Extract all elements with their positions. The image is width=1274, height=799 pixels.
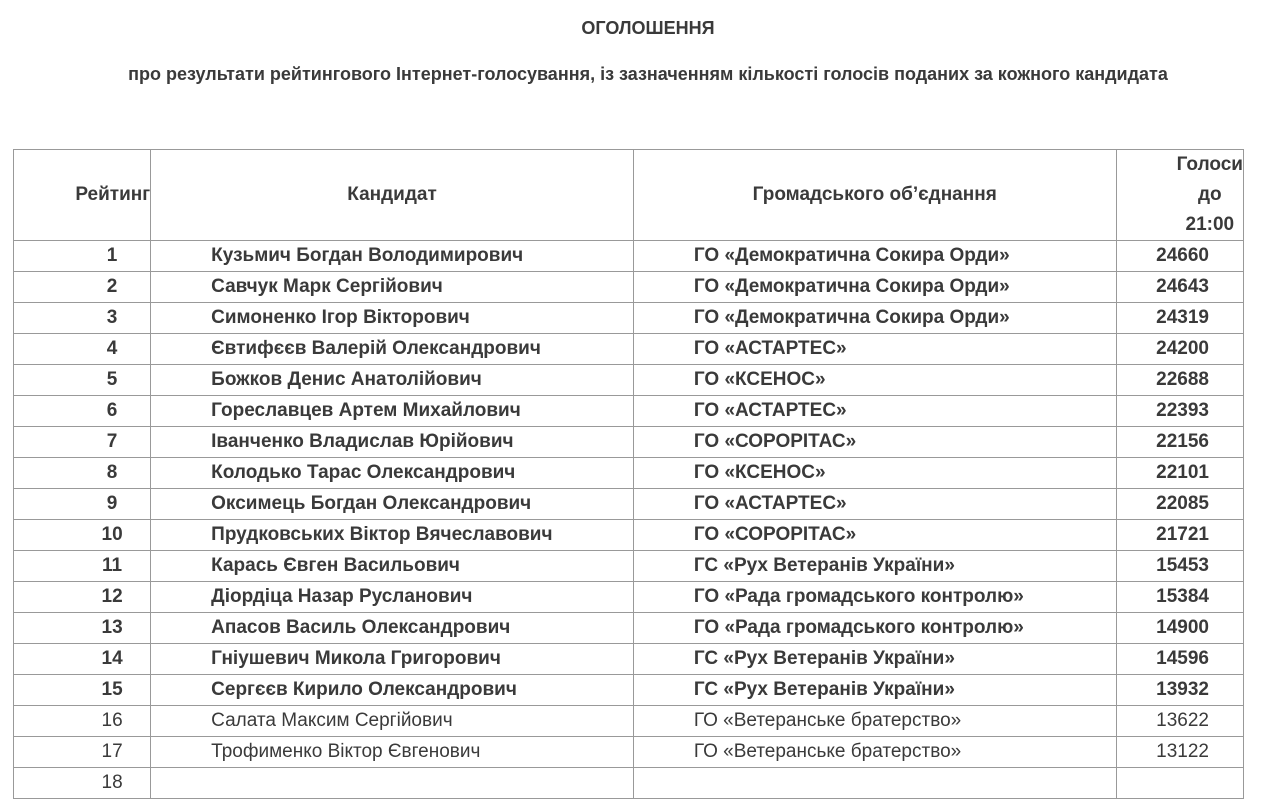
candidate-cell — [150, 767, 634, 799]
table-row: 3 Симоненко Ігор Вікторович ГО «Демократич… — [12, 302, 1245, 334]
candidate-cell: Симоненко Ігор Вікторович — [150, 302, 634, 334]
table-row: 6 Гореславцев Артем Михайлович ГО «АСТАРТЕ… — [12, 395, 1245, 427]
table-row: 11 Карась Євген Васильович ГС «Рух Ветеран… — [12, 550, 1245, 582]
candidate-cell: Божков Денис Анатолійович — [150, 364, 634, 396]
candidate-cell: Діордіца Назар Русланович — [150, 581, 634, 613]
table-row: 1 Кузьмич Богдан Володимирович ГО «Демокра… — [12, 240, 1245, 272]
organization-cell: ГО «СОРОРІТАС» — [632, 519, 1117, 551]
rank-cell: 15 — [12, 674, 152, 706]
results-table: Рейтинг Кандидат Громадського об’єднання… — [12, 149, 1245, 799]
candidate-cell: Кузьмич Богдан Володимирович — [150, 240, 634, 272]
votes-cell: 24660 — [1115, 240, 1245, 272]
header-votes: Голоси до 21:00 — [1115, 149, 1245, 241]
table-header-row: Рейтинг Кандидат Громадського об’єднання… — [12, 149, 1245, 241]
rank-cell: 17 — [12, 736, 152, 768]
organization-cell: ГО «КСЕНОС» — [632, 364, 1117, 396]
rank-cell: 3 — [12, 302, 152, 334]
candidate-cell: Оксимець Богдан Олександрович — [150, 488, 634, 520]
votes-cell: 13622 — [1115, 705, 1245, 737]
votes-cell: 13122 — [1115, 736, 1245, 768]
votes-cell: 22688 — [1115, 364, 1245, 396]
votes-cell: 24319 — [1115, 302, 1245, 334]
rank-cell: 10 — [12, 519, 152, 551]
table-row: 5 Божков Денис Анатолійович ГО «КСЕНОС» 226… — [12, 364, 1245, 396]
votes-cell — [1115, 767, 1245, 799]
candidate-cell: Сергєєв Кирило Олександрович — [150, 674, 634, 706]
candidate-cell: Прудковських Віктор Вячеславович — [150, 519, 634, 551]
rank-cell: 12 — [12, 581, 152, 613]
votes-cell: 22085 — [1115, 488, 1245, 520]
table-row: 4 Євтифєєв Валерій Олександрович ГО «АСТАР… — [12, 333, 1245, 365]
candidate-cell: Салата Максим Сергійович — [150, 705, 634, 737]
table-row: 15 Сергєєв Кирило Олександрович ГС «Рух Ве… — [12, 674, 1245, 706]
table-row: 8 Колодько Тарас Олександрович ГО «КСЕНОС»… — [12, 457, 1245, 489]
rank-cell: 13 — [12, 612, 152, 644]
votes-cell: 14900 — [1115, 612, 1245, 644]
organization-cell — [632, 767, 1117, 799]
organization-cell: ГО «Ветеранське братерство» — [632, 705, 1117, 737]
page-subtitle: про результати рейтингового Інтернет-гол… — [128, 64, 1168, 84]
organization-cell: ГС «Рух Ветеранів України» — [632, 643, 1117, 675]
organization-cell: ГО «Демократична Сокира Орди» — [632, 271, 1117, 303]
organization-cell: ГО «Рада громадського контролю» — [632, 581, 1117, 613]
table-row: 14 Гніушевич Микола Григорович ГС «Рух Вет… — [12, 643, 1245, 675]
table-row: 9 Оксимець Богдан Олександрович ГО «АСТАРТ… — [12, 488, 1245, 520]
organization-cell: ГС «Рух Ветеранів України» — [632, 674, 1117, 706]
table-row: 16 Салата Максим Сергійович ГО «Ветеранськ… — [12, 705, 1245, 737]
votes-cell: 13932 — [1115, 674, 1245, 706]
candidate-cell: Карась Євген Васильович — [150, 550, 634, 582]
candidate-cell: Гореславцев Артем Михайлович — [150, 395, 634, 427]
organization-cell: ГО «Демократична Сокира Орди» — [632, 302, 1117, 334]
candidate-cell: Гніушевич Микола Григорович — [150, 643, 634, 675]
organization-cell: ГС «Рух Ветеранів України» — [632, 550, 1117, 582]
votes-cell: 22393 — [1115, 395, 1245, 427]
table-row: 13 Апасов Василь Олександрович ГО «Рада гр… — [12, 612, 1245, 644]
candidate-cell: Савчук Марк Сергійович — [150, 271, 634, 303]
rank-cell: 9 — [12, 488, 152, 520]
rank-cell: 11 — [12, 550, 152, 582]
votes-cell: 24200 — [1115, 333, 1245, 365]
votes-cell: 14596 — [1115, 643, 1245, 675]
organization-cell: ГО «АСТАРТЕС» — [632, 395, 1117, 427]
rank-cell: 1 — [12, 240, 152, 272]
organization-cell: ГО «АСТАРТЕС» — [632, 488, 1117, 520]
rank-cell: 7 — [12, 426, 152, 458]
organization-cell: ГО «АСТАРТЕС» — [632, 333, 1117, 365]
candidate-cell: Трофименко Віктор Євгенович — [150, 736, 634, 768]
candidate-cell: Іванченко Владислав Юрійович — [150, 426, 634, 458]
table-row: 12 Діордіца Назар Русланович ГО «Рада гром… — [12, 581, 1245, 613]
header-rank: Рейтинг — [12, 149, 152, 241]
table-row: 7 Іванченко Владислав Юрійович ГО «СОРОРІТ… — [12, 426, 1245, 458]
rank-cell: 2 — [12, 271, 152, 303]
candidate-cell: Євтифєєв Валерій Олександрович — [150, 333, 634, 365]
candidate-cell: Апасов Василь Олександрович — [150, 612, 634, 644]
organization-cell: ГО «Рада громадського контролю» — [632, 612, 1117, 644]
table-row: 10 Прудковських Віктор Вячеславович ГО «СО… — [12, 519, 1245, 551]
rank-cell: 5 — [12, 364, 152, 396]
rank-cell: 8 — [12, 457, 152, 489]
votes-cell: 22101 — [1115, 457, 1245, 489]
rank-cell: 14 — [12, 643, 152, 675]
header-organization: Громадського об’єднання — [632, 149, 1117, 241]
organization-cell: ГО «СОРОРІТАС» — [632, 426, 1117, 458]
table-row: 18 — [12, 767, 1245, 799]
rank-cell: 16 — [12, 705, 152, 737]
table-row: 2 Савчук Марк Сергійович ГО «Демократична … — [12, 271, 1245, 303]
votes-cell: 15453 — [1115, 550, 1245, 582]
table-row: 17 Трофименко Віктор Євгенович ГО «Ветеран… — [12, 736, 1245, 768]
rank-cell: 6 — [12, 395, 152, 427]
votes-cell: 21721 — [1115, 519, 1245, 551]
candidate-cell: Колодько Тарас Олександрович — [150, 457, 634, 489]
rank-cell: 4 — [12, 333, 152, 365]
page-title: ОГОЛОШЕННЯ — [581, 18, 715, 38]
organization-cell: ГО «Ветеранське братерство» — [632, 736, 1117, 768]
votes-cell: 24643 — [1115, 271, 1245, 303]
votes-cell: 22156 — [1115, 426, 1245, 458]
organization-cell: ГО «Демократична Сокира Орди» — [632, 240, 1117, 272]
header-candidate: Кандидат — [150, 149, 634, 241]
rank-cell: 18 — [12, 767, 152, 799]
votes-cell: 15384 — [1115, 581, 1245, 613]
organization-cell: ГО «КСЕНОС» — [632, 457, 1117, 489]
